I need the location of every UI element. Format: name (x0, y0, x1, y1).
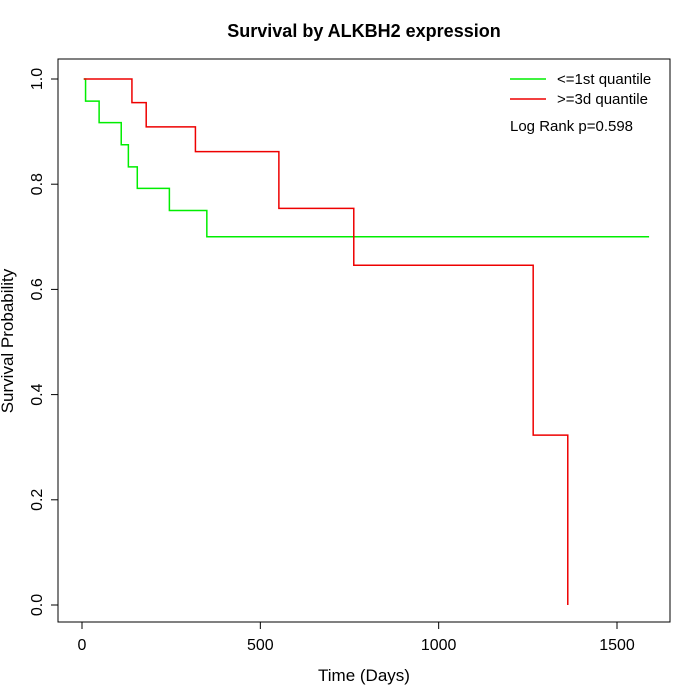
y-tick-label: 0.2 (29, 489, 46, 511)
x-axis: 0 500 1000 1500 (78, 621, 635, 654)
x-tick-label: 1000 (421, 637, 457, 654)
y-tick-label: 0.8 (29, 173, 46, 195)
y-tick-label: 0.4 (29, 383, 46, 405)
x-axis-label: Time (Days) (318, 666, 410, 685)
legend: <=1st quantile >=3d quantile (510, 71, 651, 108)
x-tick-label: 0 (78, 637, 87, 654)
series-line-low-quantile (83, 78, 650, 238)
x-tick-label: 1500 (599, 637, 635, 654)
chart-title: Survival by ALKBH2 expression (227, 21, 500, 41)
y-tick-label: 0.6 (29, 278, 46, 300)
y-tick-label: 1.0 (29, 68, 46, 90)
series-line-high-quantile (83, 78, 569, 605)
x-tick-label: 500 (247, 637, 274, 654)
y-axis-label: Survival Probability (0, 268, 17, 413)
legend-label-low: <=1st quantile (557, 71, 651, 88)
y-axis: 0.0 0.2 0.4 0.6 0.8 1.0 (29, 68, 59, 616)
y-tick-label: 0.0 (29, 594, 46, 616)
plot-area-frame (57, 58, 671, 623)
log-rank-annotation: Log Rank p=0.598 (510, 118, 633, 135)
legend-label-high: >=3d quantile (557, 91, 648, 108)
series-layer (83, 78, 650, 605)
